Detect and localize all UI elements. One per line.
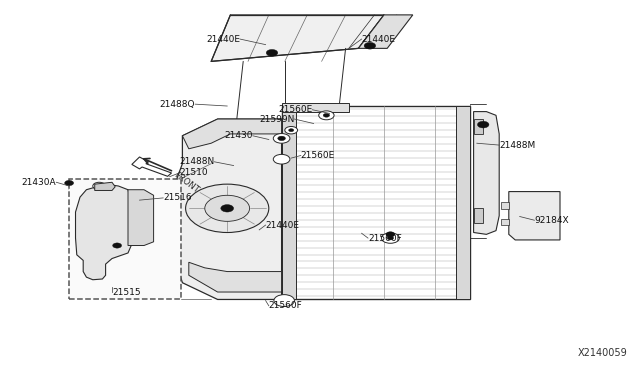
Circle shape <box>278 297 290 304</box>
Circle shape <box>387 236 394 240</box>
Polygon shape <box>509 192 560 240</box>
Circle shape <box>285 126 298 134</box>
Bar <box>474 119 483 134</box>
Circle shape <box>381 233 399 243</box>
Text: X2140059: X2140059 <box>577 348 627 358</box>
Circle shape <box>278 136 285 141</box>
Bar <box>282 103 349 112</box>
Circle shape <box>221 205 234 212</box>
Bar <box>69 179 181 299</box>
Polygon shape <box>95 182 115 190</box>
Circle shape <box>205 195 250 221</box>
Text: 21560F: 21560F <box>269 301 303 310</box>
Circle shape <box>93 182 106 190</box>
Circle shape <box>186 184 269 232</box>
Circle shape <box>274 295 294 307</box>
Bar <box>282 106 470 299</box>
Polygon shape <box>474 112 499 234</box>
Circle shape <box>386 232 395 237</box>
Text: 21440E: 21440E <box>266 221 300 230</box>
Polygon shape <box>189 262 282 292</box>
Text: 21516: 21516 <box>163 193 192 202</box>
Text: FRONT: FRONT <box>172 170 200 195</box>
Circle shape <box>323 113 330 117</box>
Circle shape <box>273 154 290 164</box>
Circle shape <box>477 121 489 128</box>
Text: 21599N: 21599N <box>259 115 294 124</box>
Text: 21488M: 21488M <box>499 141 536 150</box>
Text: 21488Q: 21488Q <box>160 100 195 109</box>
Text: 21510: 21510 <box>179 169 208 177</box>
Circle shape <box>273 134 290 143</box>
Circle shape <box>113 243 122 248</box>
Circle shape <box>277 157 286 162</box>
Polygon shape <box>132 157 172 176</box>
Text: 21560E: 21560E <box>278 105 312 114</box>
Text: 21488N: 21488N <box>179 157 214 166</box>
Polygon shape <box>170 119 282 299</box>
Polygon shape <box>128 190 154 246</box>
Polygon shape <box>182 119 282 149</box>
Text: 21430A: 21430A <box>22 178 56 187</box>
Polygon shape <box>358 15 413 48</box>
Circle shape <box>266 49 278 56</box>
Text: 21515: 21515 <box>112 288 141 296</box>
Circle shape <box>65 180 74 186</box>
Bar <box>501 219 509 225</box>
Bar <box>456 106 470 299</box>
Text: 21440E: 21440E <box>362 35 396 44</box>
Polygon shape <box>211 15 384 61</box>
Text: 21560E: 21560E <box>301 151 335 160</box>
Circle shape <box>289 129 294 132</box>
Polygon shape <box>76 184 131 280</box>
Circle shape <box>364 42 376 49</box>
Circle shape <box>319 111 334 120</box>
Text: 21440E: 21440E <box>206 35 240 44</box>
Text: 92184X: 92184X <box>534 216 569 225</box>
Bar <box>501 202 509 208</box>
Text: 21430: 21430 <box>224 131 253 140</box>
Text: 21560F: 21560F <box>368 234 402 243</box>
Bar <box>474 208 483 223</box>
Bar <box>282 106 296 299</box>
